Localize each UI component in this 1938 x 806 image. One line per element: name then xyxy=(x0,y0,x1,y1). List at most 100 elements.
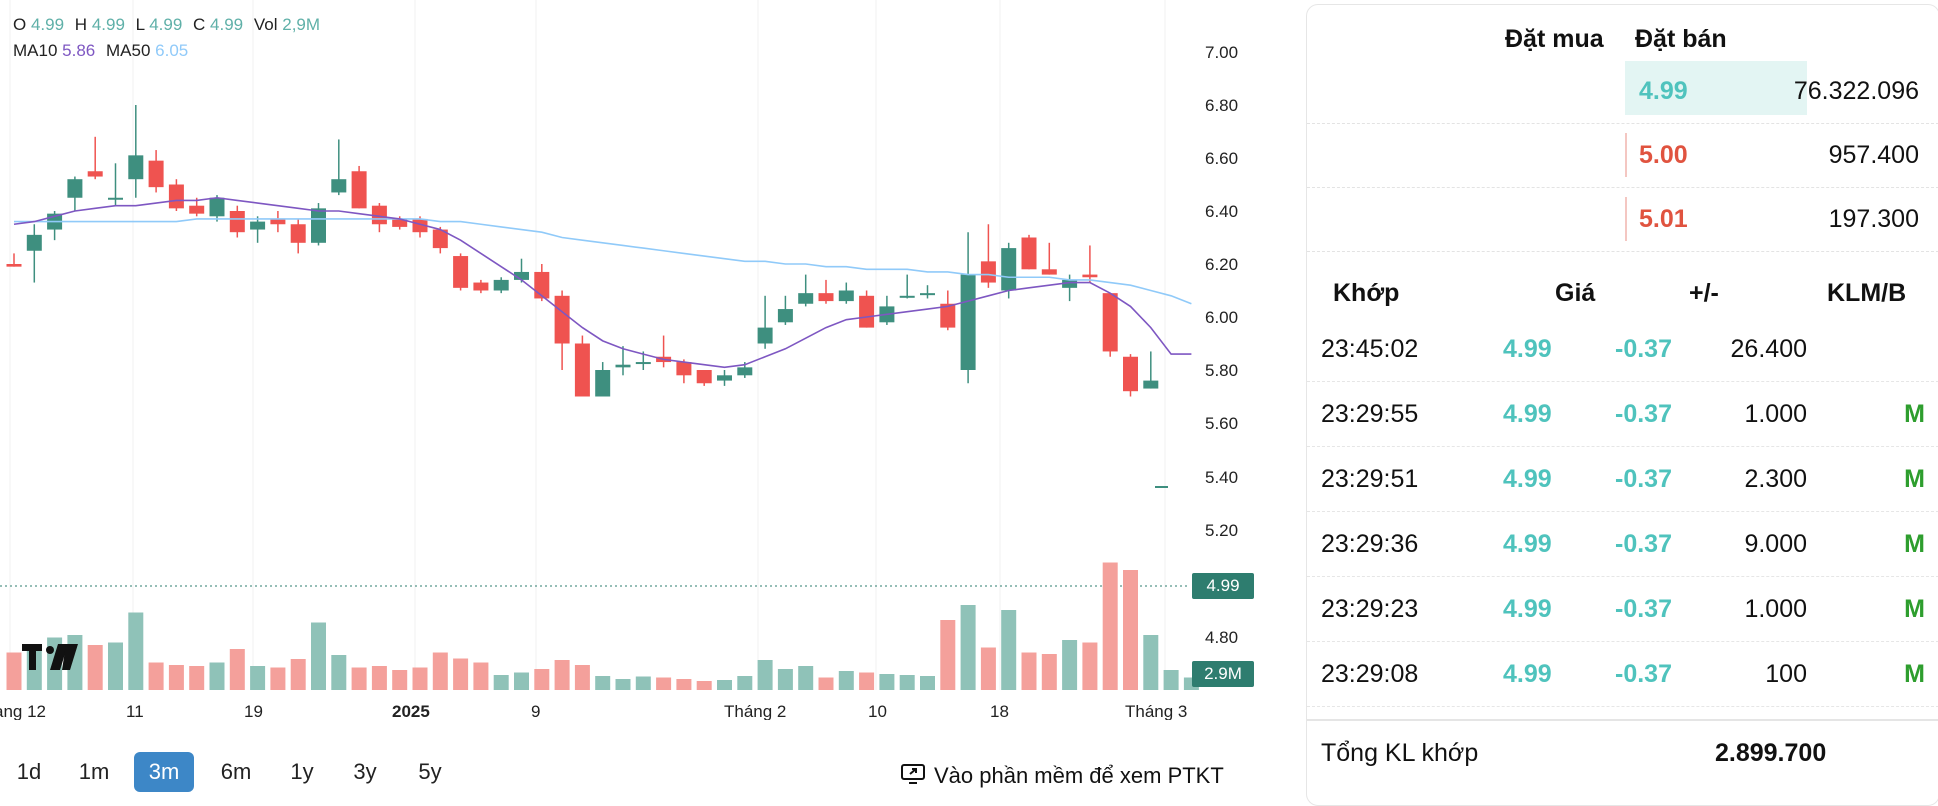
ma50-label: MA50 xyxy=(105,41,151,60)
volume-bar xyxy=(717,680,732,690)
ma10-value: 5.86 xyxy=(62,41,96,60)
candle-body xyxy=(980,261,996,283)
candle-body xyxy=(1021,237,1037,270)
candle-body xyxy=(838,290,854,302)
volume-bar xyxy=(1143,635,1159,690)
match-price: 4.99 xyxy=(1503,595,1552,623)
candle-body xyxy=(392,218,408,227)
y-tick-label: 5.20 xyxy=(1205,521,1238,540)
ma10-line xyxy=(13,196,1192,369)
volume-bar xyxy=(777,669,793,690)
y-tick-label: 4.80 xyxy=(1205,628,1238,647)
match-row: 23:29:23 4.99 -0.37 1.000 M xyxy=(1307,577,1938,642)
volume-bar xyxy=(87,645,103,690)
match-price: 4.99 xyxy=(1503,530,1552,558)
y-tick-label: 6.80 xyxy=(1205,96,1238,115)
match-change: -0.37 xyxy=(1615,400,1672,428)
open-software-link[interactable]: Vào phần mềm để xem PTKT xyxy=(900,762,1224,792)
volume-bar xyxy=(1041,654,1057,690)
range-1m-button[interactable]: 1m xyxy=(78,759,110,784)
volume-bar xyxy=(838,671,854,690)
candle-body xyxy=(6,264,22,267)
match-volume: 9.000 xyxy=(1744,530,1807,558)
candle-body xyxy=(108,197,123,200)
buy-header: Đặt mua xyxy=(1505,25,1604,53)
ask-price: 5.00 xyxy=(1639,141,1688,169)
ask-quantity: 957.400 xyxy=(1828,141,1919,169)
match-row: 23:45:02 4.99 -0.37 26.400 xyxy=(1307,317,1938,382)
y-tick-label: 6.60 xyxy=(1205,149,1238,168)
volume-bar xyxy=(514,672,529,690)
match-change: -0.37 xyxy=(1615,660,1672,688)
ma10-label: MA10 xyxy=(13,41,58,60)
candle-body xyxy=(960,274,976,370)
candle-body xyxy=(635,362,651,365)
match-time: 23:45:02 xyxy=(1321,335,1419,363)
range-1d-button[interactable]: 1d xyxy=(16,759,42,784)
match-price: 4.99 xyxy=(1503,465,1552,493)
match-volume: 2.300 xyxy=(1744,465,1807,493)
volume-bar xyxy=(1163,670,1179,690)
ask-quantity: 197.300 xyxy=(1828,205,1919,233)
candle-body xyxy=(351,171,367,209)
candle-body xyxy=(899,295,915,298)
volume-bar xyxy=(290,659,306,690)
volume-bar xyxy=(635,676,651,690)
match-time: 23:29:23 xyxy=(1321,595,1419,623)
y-tick-label: 6.00 xyxy=(1205,308,1238,327)
range-3m-button[interactable]: 3m xyxy=(134,752,194,792)
candle-body xyxy=(331,179,347,193)
match-row: 23:29:55 4.99 -0.37 1.000 M xyxy=(1307,382,1938,447)
volume-bar xyxy=(189,666,205,690)
x-tick-label: 9 xyxy=(531,702,540,720)
close-value: 4.99 xyxy=(210,15,244,34)
volume-bar xyxy=(148,662,164,690)
x-tick-label: 2025 xyxy=(392,702,430,720)
volume-bar xyxy=(737,676,753,690)
candle-body xyxy=(229,211,245,233)
ask-price: 5.01 xyxy=(1639,205,1688,233)
candle-body xyxy=(554,295,570,344)
y-tick-label: 6.40 xyxy=(1205,202,1238,221)
chart-canvas[interactable]: 7.00 6.80 6.60 6.40 6.20 6.00 5.80 5.60 5.40 5.20… xyxy=(0,0,1280,720)
x-tick-label: 11 xyxy=(126,702,144,720)
candle-body xyxy=(270,218,286,225)
match-price: 4.99 xyxy=(1503,660,1552,688)
candle-body xyxy=(595,370,611,397)
volume-bar xyxy=(351,667,367,690)
total-matched-volume: Tổng KL khớp 2.899.700 xyxy=(1307,719,1938,785)
order-book-row: 5.00 957.400 xyxy=(1307,123,1938,188)
high-label: H xyxy=(74,15,88,34)
range-5y-button[interactable]: 5y xyxy=(418,759,442,784)
match-row: 23:29:51 4.99 -0.37 2.300 M xyxy=(1307,447,1938,512)
volume-bar xyxy=(656,677,672,690)
volume-bar xyxy=(311,622,326,690)
order-book-row: 4.99 76.322.096 xyxy=(1307,59,1938,124)
ma50-line xyxy=(14,218,1192,305)
volume-bar xyxy=(493,675,509,690)
range-1y-button[interactable]: 1y xyxy=(290,759,314,784)
match-time: 23:29:51 xyxy=(1321,465,1419,493)
tradingview-logo[interactable] xyxy=(22,640,78,677)
match-change-header: +/- xyxy=(1689,279,1719,307)
range-6m-button[interactable]: 6m xyxy=(220,759,252,784)
volume-bar xyxy=(371,666,387,690)
volume-bar xyxy=(879,674,895,690)
volume-bar xyxy=(412,667,428,690)
match-volume: 26.400 xyxy=(1730,335,1807,363)
volume-bar xyxy=(1001,610,1017,690)
candle-body xyxy=(737,367,753,376)
volume-bar xyxy=(595,676,611,690)
volume-bar xyxy=(798,666,814,690)
volume-label: Vol xyxy=(253,15,278,34)
match-price: 4.99 xyxy=(1503,400,1552,428)
price-chart[interactable]: 7.00 6.80 6.60 6.40 6.20 6.00 5.80 5.60 5.40 5.20… xyxy=(0,0,1280,720)
x-tick-label: 18 xyxy=(990,702,1009,720)
ask-quantity: 76.322.096 xyxy=(1793,77,1919,105)
candle-body xyxy=(209,197,225,217)
candle-body xyxy=(818,293,834,302)
volume-bar xyxy=(128,612,144,690)
range-3y-button[interactable]: 3y xyxy=(353,759,377,784)
candle-body xyxy=(717,375,732,381)
monitor-icon xyxy=(900,762,926,792)
